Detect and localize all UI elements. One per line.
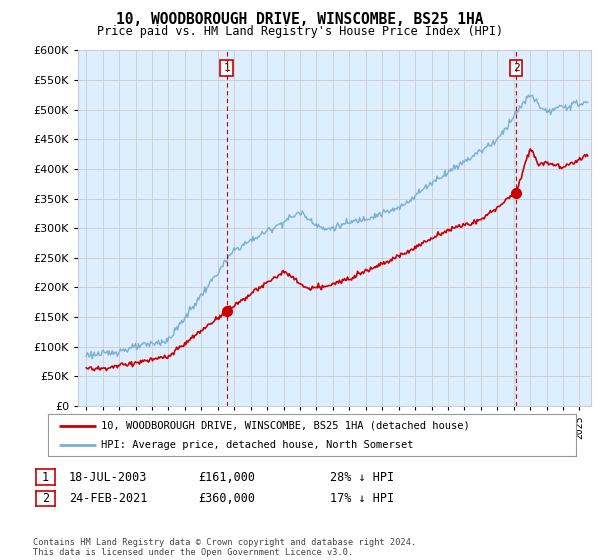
Text: 24-FEB-2021: 24-FEB-2021: [69, 492, 148, 505]
Text: 10, WOODBOROUGH DRIVE, WINSCOMBE, BS25 1HA (detached house): 10, WOODBOROUGH DRIVE, WINSCOMBE, BS25 1…: [101, 421, 470, 431]
Text: Contains HM Land Registry data © Crown copyright and database right 2024.
This d: Contains HM Land Registry data © Crown c…: [33, 538, 416, 557]
Text: 17% ↓ HPI: 17% ↓ HPI: [330, 492, 394, 505]
Text: 1: 1: [223, 63, 230, 73]
Text: 28% ↓ HPI: 28% ↓ HPI: [330, 470, 394, 484]
Text: £360,000: £360,000: [198, 492, 255, 505]
Text: Price paid vs. HM Land Registry's House Price Index (HPI): Price paid vs. HM Land Registry's House …: [97, 25, 503, 38]
Text: HPI: Average price, detached house, North Somerset: HPI: Average price, detached house, Nort…: [101, 440, 413, 450]
Text: 2: 2: [42, 492, 49, 505]
Text: £161,000: £161,000: [198, 470, 255, 484]
Text: 10, WOODBOROUGH DRIVE, WINSCOMBE, BS25 1HA: 10, WOODBOROUGH DRIVE, WINSCOMBE, BS25 1…: [116, 12, 484, 27]
Text: 2: 2: [513, 63, 520, 73]
Text: 1: 1: [42, 470, 49, 484]
Text: 18-JUL-2003: 18-JUL-2003: [69, 470, 148, 484]
